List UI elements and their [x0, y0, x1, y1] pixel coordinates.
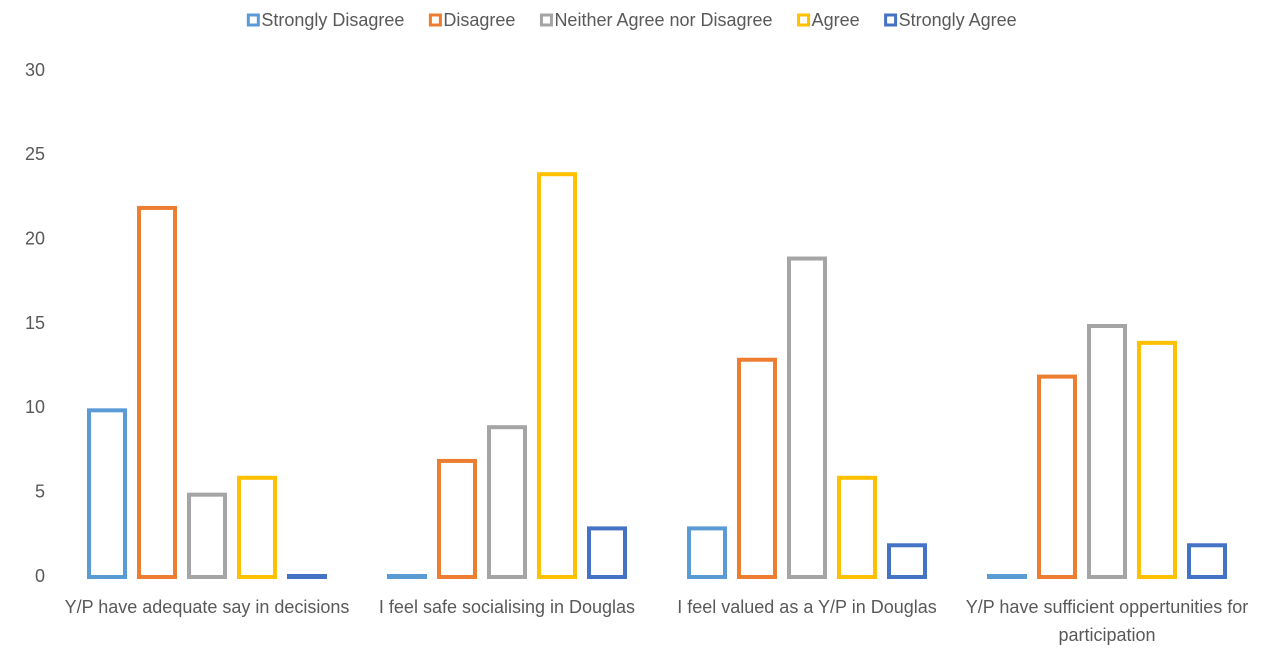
bar	[437, 458, 477, 579]
x-tick-label: I feel valued as a Y/P in Douglas	[677, 597, 937, 617]
legend-item: Strongly Agree	[884, 10, 1017, 30]
legend-swatch	[539, 13, 553, 27]
bar	[787, 256, 827, 579]
legend-label: Disagree	[443, 10, 515, 30]
x-tick-label: I feel safe socialising in Douglas	[379, 597, 635, 617]
x-tick-label: Y/P have sufficient oppertunities for par…	[966, 597, 1249, 645]
bar	[1137, 340, 1177, 579]
x-tick-line: I feel safe socialising in Douglas	[379, 597, 635, 617]
bar	[287, 574, 327, 579]
bar	[237, 475, 277, 579]
bar	[537, 172, 577, 579]
y-tick-label: 25	[25, 144, 45, 164]
bar	[1187, 543, 1227, 579]
legend-item: Disagree	[428, 10, 515, 30]
legend-swatch	[797, 13, 811, 27]
y-tick-label: 5	[35, 481, 45, 501]
y-tick-label: 15	[25, 313, 45, 333]
bar	[1037, 374, 1077, 579]
legend-label: Strongly Agree	[899, 10, 1017, 30]
x-tick-line: Y/P have adequate say in decisions	[65, 597, 350, 617]
legend-swatch	[246, 13, 260, 27]
bar	[587, 526, 627, 580]
x-tick-line: participation	[1058, 625, 1155, 645]
bar	[387, 574, 427, 579]
x-tick-label: Y/P have adequate say in decisions	[65, 597, 350, 617]
legend-item: Strongly Disagree	[246, 10, 404, 30]
bar	[737, 357, 777, 579]
bar	[137, 205, 177, 580]
x-tick-line: I feel valued as a Y/P in Douglas	[677, 597, 937, 617]
legend: Strongly Disagree Disagree Neither Agree n…	[246, 10, 1017, 30]
legend-swatch	[428, 13, 442, 27]
x-tick-line: Y/P have sufficient oppertunities for	[966, 597, 1249, 617]
bar	[187, 492, 227, 579]
legend-item: Agree	[797, 10, 860, 30]
y-tick-label: 20	[25, 228, 45, 248]
bar	[1087, 324, 1127, 579]
legend-swatch	[884, 13, 898, 27]
bar	[837, 475, 877, 579]
bar	[887, 543, 927, 579]
y-tick-label: 30	[25, 60, 45, 80]
bar	[987, 574, 1027, 579]
bar	[487, 425, 527, 580]
bar	[687, 526, 727, 580]
legend-item: Neither Agree nor Disagree	[539, 10, 773, 30]
legend-label: Strongly Disagree	[261, 10, 404, 30]
y-tick-label: 10	[25, 397, 45, 417]
y-tick-label: 0	[35, 566, 45, 586]
legend-label: Neither Agree nor Disagree	[554, 10, 772, 30]
legend-label: Agree	[812, 10, 860, 30]
bar	[87, 408, 127, 580]
